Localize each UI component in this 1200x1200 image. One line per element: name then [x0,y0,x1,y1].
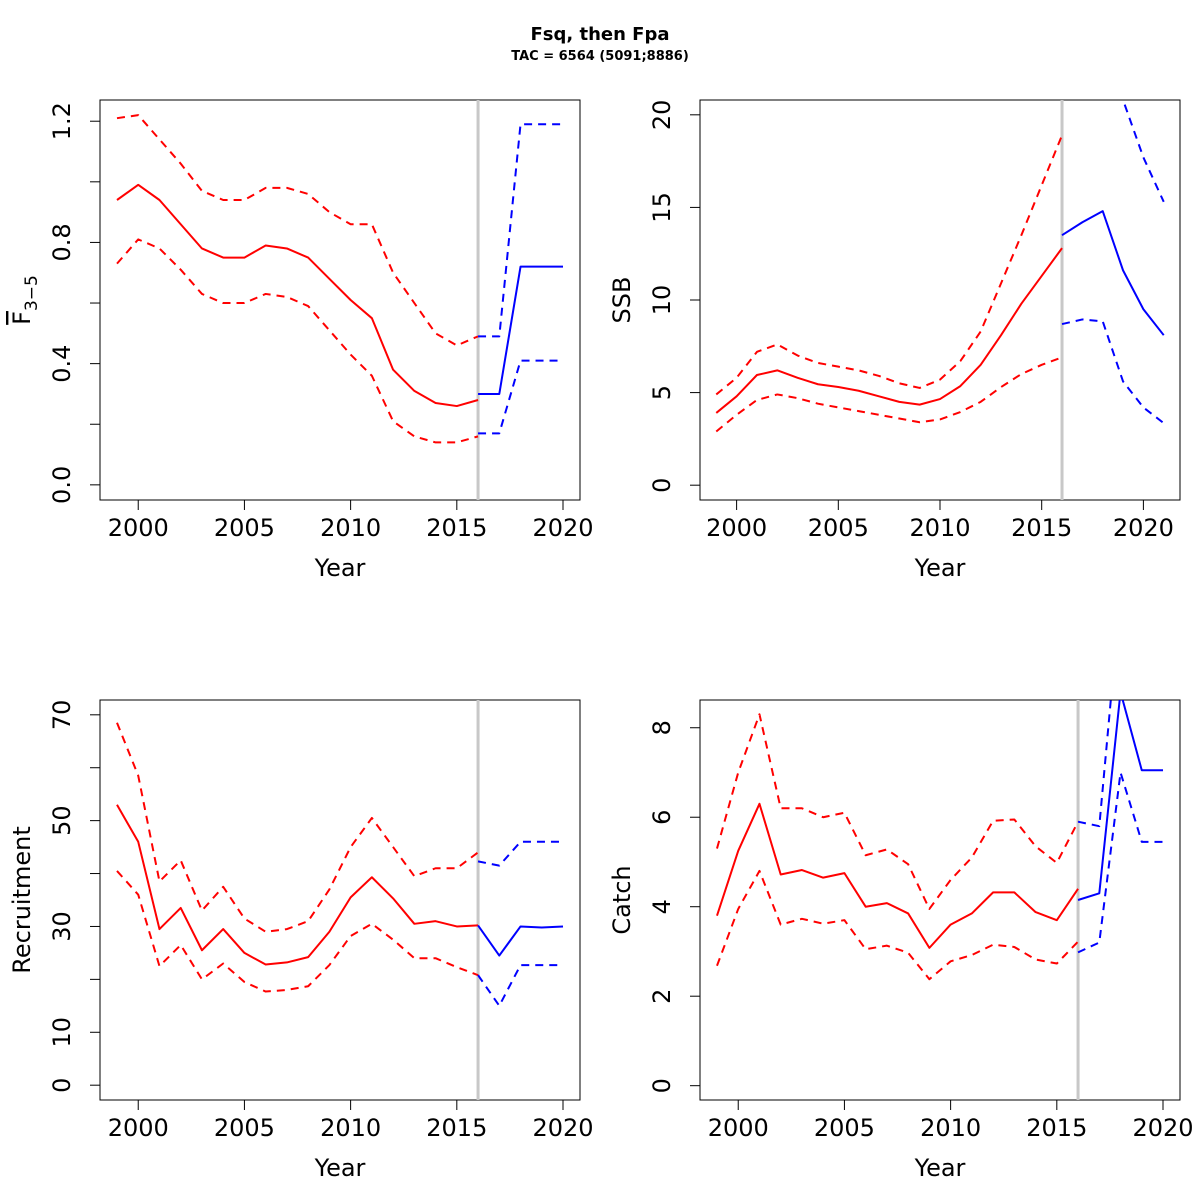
catch-x-tick-label: 2020 [1132,1114,1193,1142]
ssb-historical-upper-line [715,134,1063,396]
catch-x-tick-label: 2010 [920,1114,981,1142]
catch-series-group [716,700,1164,1100]
catch-x-axis-label: Year [914,1154,966,1182]
ssb-historical-lower-line [715,356,1063,433]
fbar-y-tick-label: 0.4 [48,345,76,383]
ssb-y-tick-label: 5 [648,385,676,400]
recruitment-historical-upper-line [116,722,479,933]
fbar-x-tick-label: 2005 [214,514,275,542]
recruitment-panel: 2000 2005 2010 2015 2020 0 10 30 50 70 Year Recruit… [8,699,594,1182]
recruitment-x-tick-label: 2010 [320,1114,381,1142]
recruitment-y-tick-label: 70 [48,700,76,731]
ssb-x-tick-label: 2020 [1113,514,1174,542]
figure-subtitle: TAC = 6564 (5091;8886) [511,49,689,64]
catch-y-tick-label: 6 [648,810,676,825]
recruitment-historical-lower-line [116,870,479,993]
ssb-projection-upper-line [1122,100,1165,203]
recruitment-y-axis-label: Recruitment [8,826,36,973]
ssb-historical-estimate-line [715,247,1063,414]
fbar-y-axis-label-subscript: 3−5 [22,275,42,311]
ssb-y-tick-label: 15 [648,192,676,223]
fbar-x-axis-label: Year [314,554,366,582]
fbar-y-tick-label: 0.0 [48,466,76,504]
fbar-plot-frame [99,99,581,501]
catch-y-tick-label: 2 [648,989,676,1004]
fbar-projection-upper-line [478,123,564,338]
fbar-historical-upper-line [116,114,479,347]
recruitment-plot-frame [99,699,581,1101]
ssb-x-tick-label: 2015 [1011,514,1072,542]
recruitment-x-tick-label: 2020 [532,1114,593,1142]
catch-historical-upper-line [716,713,1079,910]
recruitment-x-tick-label: 2000 [108,1114,169,1142]
catch-projection-lower-line [1077,771,1164,954]
recruitment-projection-estimate-line [477,924,564,957]
fbar-historical-estimate-line [116,183,479,408]
recruitment-projection-upper-line [477,840,564,867]
fbar-y-tick-label: 1.2 [48,102,76,140]
ssb-panel: 2000 2005 2010 2015 2020 0 5 10 15 20 Year SSB [608,99,1181,582]
catch-plot-frame [699,699,1181,1101]
recruitment-x-tick-label: 2005 [214,1114,275,1142]
ssb-plot-frame [699,99,1181,501]
catch-panel: 2000 2005 2010 2015 2020 0 2 4 6 8 Year Catch [608,699,1194,1182]
fbar-x-tick-label: 2000 [108,514,169,542]
recruitment-historical-estimate-line [116,804,479,966]
fbar-panel: 2000 2005 2010 2015 2020 0.0 0.4 0.8 1.2 Year F3−5 [8,99,594,582]
ssb-x-axis-label: Year [914,554,966,582]
catch-x-tick-label: 2015 [1026,1114,1087,1142]
catch-y-tick-label: 0 [648,1078,676,1093]
fbar-y-tick-label: 0.8 [48,223,76,261]
fbar-y-axis-label-main: F [8,311,36,325]
recruitment-x-tick-label: 2015 [426,1114,487,1142]
ssb-x-tick-label: 2000 [706,514,767,542]
fbar-series-group [116,100,564,500]
catch-y-tick-label: 4 [648,899,676,914]
catch-y-axis-label: Catch [608,865,636,934]
figure-title: Fsq, then Fpa [530,24,669,45]
ssb-y-tick-label: 20 [648,100,676,131]
fbar-projection-estimate-line [478,265,564,395]
ssb-x-tick-label: 2010 [909,514,970,542]
recruitment-projection-lower-line [477,964,564,1007]
catch-projection-upper-line [1077,700,1112,828]
catch-projection-estimate-line [1077,700,1164,901]
ssb-projection-estimate-line [1061,210,1165,336]
ssb-y-axis-label: SSB [608,277,636,324]
catch-x-tick-label: 2000 [708,1114,769,1142]
catch-x-tick-label: 2005 [814,1114,875,1142]
catch-historical-lower-line [716,869,1079,981]
catch-y-tick-label: 8 [648,720,676,735]
recruitment-y-tick-label: 50 [48,805,76,836]
fbar-x-tick-label: 2010 [320,514,381,542]
recruitment-y-tick-label: 0 [48,1078,76,1093]
fbar-y-axis-label: F3−5 [8,275,42,325]
ssb-y-tick-label: 10 [648,285,676,316]
recruitment-y-tick-label: 30 [48,911,76,942]
recruitment-x-axis-label: Year [314,1154,366,1182]
fbar-x-tick-label: 2015 [426,514,487,542]
fbar-x-tick-label: 2020 [532,514,593,542]
recruitment-series-group [116,700,564,1100]
ssb-y-tick-label: 0 [648,478,676,493]
ssb-projection-lower-line [1061,318,1165,424]
ssb-series-group [715,100,1165,500]
fbar-historical-lower-line [116,238,479,444]
ssb-x-tick-label: 2005 [808,514,869,542]
recruitment-y-tick-label: 10 [48,1017,76,1048]
fbar-projection-lower-line [478,359,564,435]
catch-historical-estimate-line [716,802,1079,949]
